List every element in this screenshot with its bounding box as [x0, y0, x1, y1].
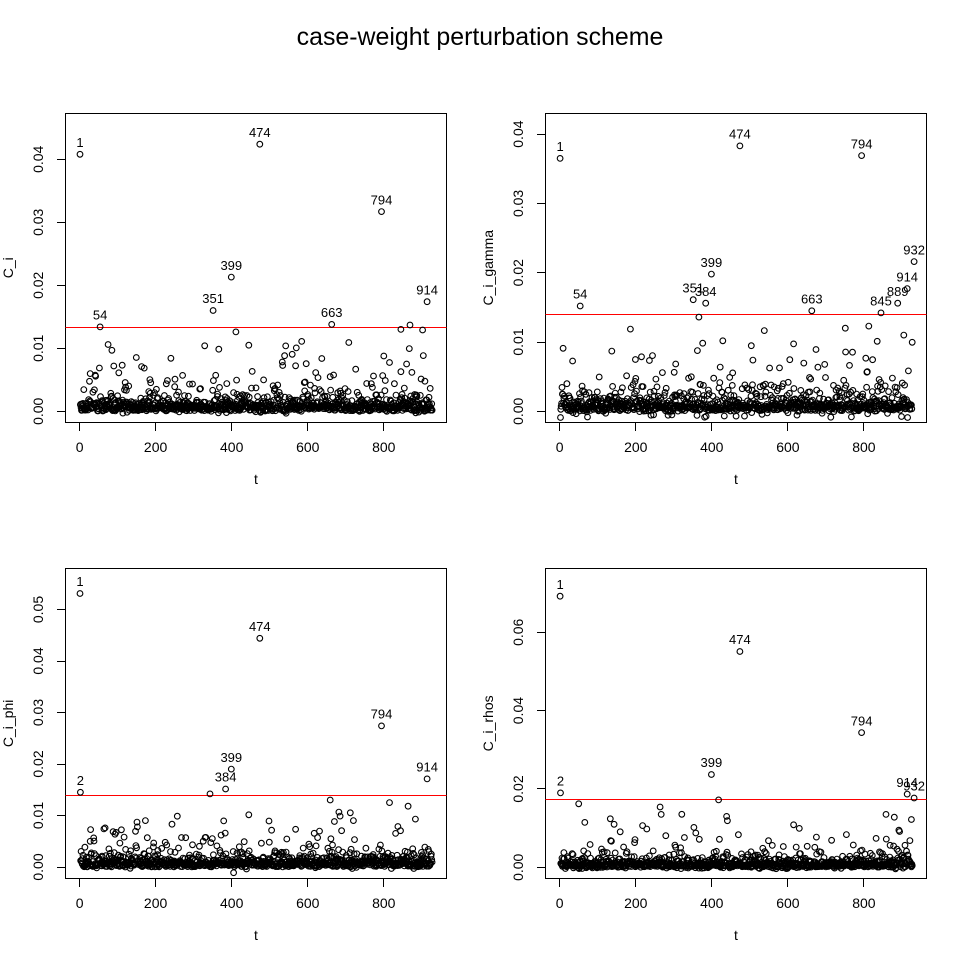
- svg-text:C_i_phi: C_i_phi: [0, 700, 16, 747]
- svg-text:t: t: [254, 927, 258, 943]
- svg-text:0: 0: [556, 439, 564, 455]
- svg-text:200: 200: [624, 439, 648, 455]
- svg-text:0.02: 0.02: [30, 271, 46, 298]
- svg-text:1: 1: [76, 135, 83, 150]
- svg-text:0.03: 0.03: [30, 699, 46, 726]
- svg-text:t: t: [734, 471, 738, 487]
- svg-text:663: 663: [801, 292, 823, 307]
- svg-text:351: 351: [202, 291, 224, 306]
- svg-text:600: 600: [776, 439, 800, 455]
- svg-text:0.04: 0.04: [510, 120, 526, 147]
- svg-text:C_i_rhos: C_i_rhos: [480, 695, 496, 751]
- svg-text:399: 399: [220, 750, 242, 765]
- svg-text:t: t: [734, 927, 738, 943]
- svg-text:0.02: 0.02: [510, 259, 526, 286]
- svg-text:200: 200: [624, 895, 648, 911]
- svg-text:0.05: 0.05: [30, 596, 46, 623]
- svg-text:0.01: 0.01: [510, 328, 526, 355]
- svg-text:0.04: 0.04: [510, 697, 526, 724]
- svg-text:794: 794: [851, 713, 873, 728]
- svg-text:0.00: 0.00: [510, 853, 526, 880]
- svg-text:0.04: 0.04: [30, 647, 46, 674]
- svg-text:0: 0: [76, 895, 84, 911]
- svg-text:0.04: 0.04: [30, 145, 46, 172]
- svg-text:54: 54: [93, 308, 107, 323]
- svg-text:1: 1: [556, 577, 563, 592]
- svg-text:914: 914: [416, 760, 438, 775]
- svg-text:399: 399: [701, 755, 723, 770]
- svg-text:474: 474: [729, 632, 751, 647]
- svg-text:case-weight perturbation schem: case-weight perturbation scheme: [297, 23, 664, 51]
- svg-text:0.02: 0.02: [30, 750, 46, 777]
- svg-text:0.03: 0.03: [510, 190, 526, 217]
- svg-text:932: 932: [903, 242, 925, 257]
- svg-text:399: 399: [220, 258, 242, 273]
- svg-text:2: 2: [557, 774, 564, 789]
- svg-text:0.01: 0.01: [30, 334, 46, 361]
- svg-text:0: 0: [556, 895, 564, 911]
- svg-text:200: 200: [144, 439, 168, 455]
- svg-text:351: 351: [682, 280, 704, 295]
- svg-text:800: 800: [372, 895, 396, 911]
- svg-text:C_i: C_i: [0, 257, 16, 278]
- svg-text:474: 474: [249, 619, 271, 634]
- svg-text:914: 914: [896, 269, 918, 284]
- svg-text:54: 54: [573, 287, 587, 302]
- svg-text:600: 600: [776, 895, 800, 911]
- svg-text:0.03: 0.03: [30, 208, 46, 235]
- svg-text:600: 600: [296, 895, 320, 911]
- svg-text:2: 2: [77, 773, 84, 788]
- svg-text:0.01: 0.01: [30, 802, 46, 829]
- svg-text:400: 400: [220, 439, 244, 455]
- svg-text:400: 400: [700, 895, 724, 911]
- svg-text:0.06: 0.06: [510, 618, 526, 645]
- svg-text:t: t: [254, 471, 258, 487]
- svg-text:0.00: 0.00: [30, 397, 46, 424]
- svg-text:0.00: 0.00: [30, 853, 46, 880]
- svg-text:914: 914: [896, 775, 918, 790]
- svg-text:384: 384: [215, 770, 237, 785]
- svg-text:1: 1: [76, 574, 83, 589]
- svg-text:914: 914: [416, 282, 438, 297]
- svg-text:0: 0: [76, 439, 84, 455]
- svg-text:200: 200: [144, 895, 168, 911]
- svg-text:399: 399: [701, 255, 723, 270]
- svg-text:474: 474: [729, 127, 751, 142]
- svg-text:800: 800: [852, 895, 876, 911]
- svg-text:474: 474: [249, 125, 271, 140]
- svg-text:800: 800: [372, 439, 396, 455]
- svg-text:384: 384: [695, 284, 717, 299]
- svg-text:794: 794: [851, 136, 873, 151]
- svg-text:0.02: 0.02: [510, 775, 526, 802]
- svg-text:0.00: 0.00: [510, 397, 526, 424]
- svg-text:800: 800: [852, 439, 876, 455]
- svg-text:794: 794: [371, 707, 393, 722]
- svg-text:400: 400: [700, 439, 724, 455]
- svg-text:889: 889: [887, 284, 909, 299]
- svg-text:663: 663: [321, 305, 343, 320]
- svg-text:C_i_gamma: C_i_gamma: [480, 230, 496, 306]
- svg-text:400: 400: [220, 895, 244, 911]
- svg-text:932: 932: [903, 779, 925, 794]
- svg-text:845: 845: [870, 294, 892, 309]
- svg-text:1: 1: [556, 139, 563, 154]
- svg-text:600: 600: [296, 439, 320, 455]
- svg-text:794: 794: [371, 192, 393, 207]
